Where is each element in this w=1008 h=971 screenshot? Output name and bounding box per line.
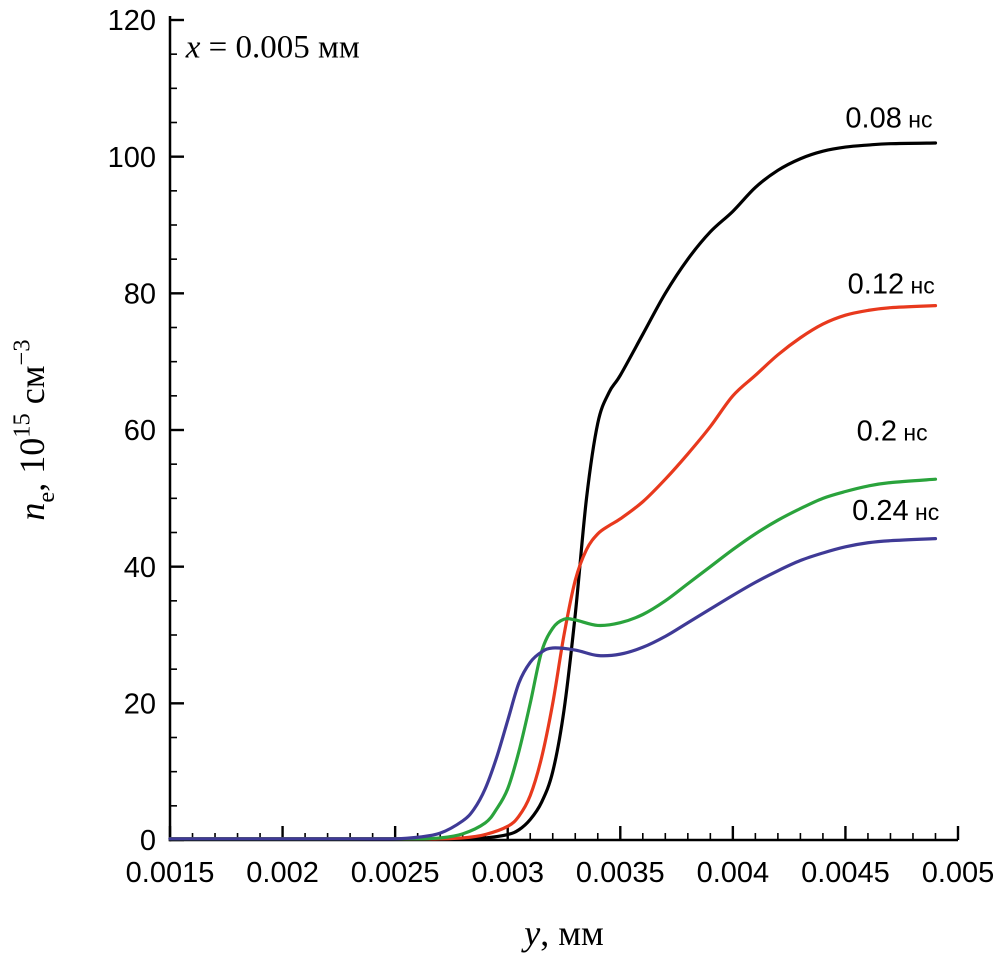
curve-label-2: 0.2 нс — [857, 415, 928, 447]
plot-annotation: x = 0.005 мм — [185, 30, 360, 66]
x-tick-label: 0.002 — [246, 857, 319, 889]
label-part: −3 — [9, 339, 36, 365]
curve-label-3: 0.24 нс — [852, 495, 939, 527]
x-tick-label: 0.0025 — [351, 857, 440, 889]
x-tick-label: 0.003 — [471, 857, 544, 889]
curve-label-value: 0.12 — [848, 268, 904, 300]
label-part: см — [12, 365, 52, 413]
curve-label-unit: нс — [909, 499, 940, 525]
label-part: x — [185, 30, 201, 66]
y-tick-label: 60 — [124, 415, 156, 447]
x-axis-title: y, мм — [521, 913, 604, 953]
curve-0p24ns — [168, 537, 938, 841]
curve-0p12ns — [168, 304, 938, 841]
y-tick-label: 80 — [124, 278, 156, 310]
y-tick-label: 100 — [108, 142, 156, 174]
x-tick-label: 0.0015 — [126, 857, 215, 889]
label-part: y — [521, 913, 540, 953]
label-part: e — [33, 492, 60, 503]
y-axis-title: ne, 1015 см−3 — [9, 339, 60, 520]
y-tick-label: 40 — [124, 552, 156, 584]
curve-label-1: 0.12 нс — [848, 268, 935, 300]
curve-label-value: 0.2 — [857, 415, 897, 447]
x-tick-label: 0.0045 — [801, 857, 890, 889]
curve-label-0: 0.08 нс — [845, 102, 932, 134]
curve-0p2ns — [168, 477, 938, 841]
label-part: n — [12, 503, 52, 521]
x-tick-label: 0.004 — [697, 857, 770, 889]
y-tick-label: 20 — [124, 688, 156, 720]
label-part: = 0.005 мм — [200, 30, 359, 66]
x-tick-label: 0.005 — [922, 857, 995, 889]
y-tick-label: 0 — [140, 825, 156, 857]
curve-label-unit: нс — [904, 272, 935, 298]
label-part: , мм — [540, 913, 604, 953]
curve-label-value: 0.08 — [845, 102, 901, 134]
curve-label-unit: нс — [902, 106, 933, 132]
curve-label-unit: нс — [897, 419, 928, 445]
label-part: , 10 — [12, 438, 52, 492]
x-tick-label: 0.0035 — [576, 857, 665, 889]
curve-label-value: 0.24 — [852, 495, 908, 527]
y-tick-label: 120 — [108, 5, 156, 37]
label-part: 15 — [9, 413, 36, 437]
curve-0p08ns — [168, 141, 938, 841]
